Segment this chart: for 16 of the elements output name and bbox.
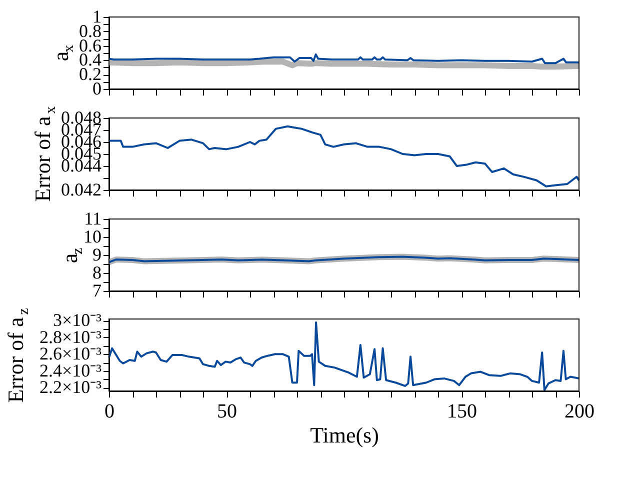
x-tick-label: 50 (217, 400, 237, 422)
y-axis-title: az (57, 247, 86, 264)
y-tick-label: 11 (84, 208, 102, 228)
y-tick-label: 1 (92, 6, 102, 26)
y-axis-title: Error of ax (30, 106, 59, 202)
x-axis-title: Time(s) (310, 422, 379, 448)
y-axis-title: ax (48, 44, 77, 62)
y-tick-label: 10 (84, 226, 102, 246)
y-tick-label: 8 (92, 262, 102, 282)
y-axis-title: Error of az (3, 308, 32, 403)
x-tick-label: 200 (564, 400, 594, 422)
y-tick-label: 0.042 (61, 180, 102, 200)
y-tick-label: 9 (92, 244, 102, 264)
x-tick-label: 150 (447, 400, 477, 422)
y-tick-label: 7 (92, 280, 102, 300)
y-tick-label: 0 (92, 78, 102, 98)
